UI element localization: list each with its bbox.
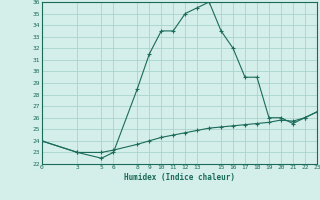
X-axis label: Humidex (Indice chaleur): Humidex (Indice chaleur) — [124, 173, 235, 182]
